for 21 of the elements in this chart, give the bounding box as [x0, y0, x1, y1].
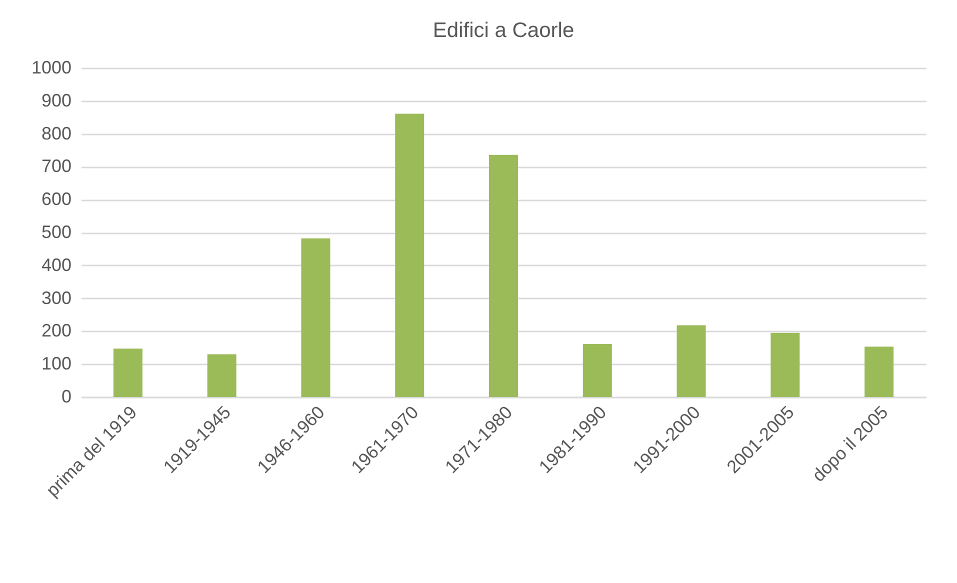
y-tick-label: 500 [41, 222, 72, 242]
y-tick-label: 1000 [31, 58, 72, 78]
y-tick-label: 600 [41, 189, 72, 210]
y-tick-label: 300 [41, 288, 72, 308]
bar [770, 332, 800, 397]
bar [301, 238, 330, 397]
bar [113, 348, 142, 397]
y-tick-label: 400 [41, 254, 72, 275]
y-tick-label: 100 [41, 354, 72, 374]
bar [489, 154, 518, 397]
y-tick-label: 0 [61, 386, 72, 406]
bar [864, 346, 894, 397]
bar [207, 354, 236, 397]
bar [676, 325, 706, 397]
y-tick-label: 700 [41, 156, 72, 176]
chart-title: Edifici a Caorle [432, 19, 574, 42]
y-tick-label: 800 [41, 123, 72, 144]
y-tick-label: 900 [41, 90, 72, 110]
y-tick-label: 200 [41, 320, 72, 341]
bar [395, 114, 424, 397]
bar [582, 344, 612, 397]
